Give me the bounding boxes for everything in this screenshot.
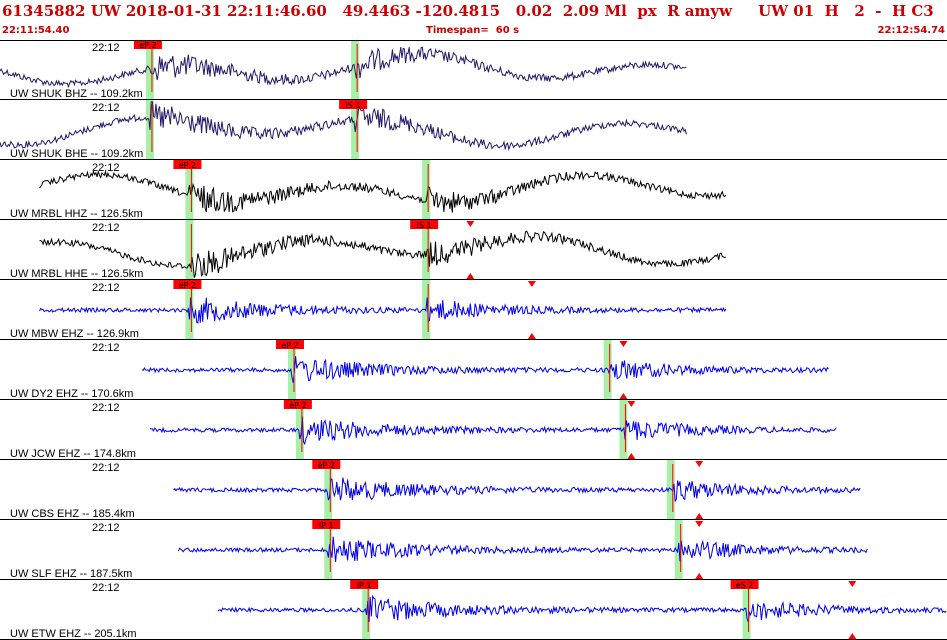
waveform-line: [39, 230, 727, 278]
pick-flag: [339, 100, 368, 109]
pick-label: eP 2: [139, 41, 156, 50]
arrival-marker: [695, 461, 704, 467]
pick-window: [324, 460, 333, 520]
trace-row: iS 1 22:12 UW MRBL HHE -- 126.5km: [0, 220, 947, 280]
arrival-marker: [695, 573, 704, 579]
pick-flag: [133, 40, 162, 49]
arrival-marker: [695, 521, 704, 527]
pick-flag: [312, 460, 341, 469]
pick-window: [287, 340, 296, 400]
pick-label: eP 2: [179, 281, 196, 290]
event-summary: 61345882 UW 2018-01-31 22:11:46.60 49.44…: [2, 2, 947, 20]
arrival-marker: [619, 341, 628, 347]
trace-row: eP 2 22:12 UW DY2 EHZ -- 170.6km: [0, 340, 947, 400]
trace-time-label: 22:12: [92, 102, 120, 114]
pick-flag: [275, 340, 304, 349]
pick-label: eP 2: [289, 401, 306, 410]
trace-time-label: 22:12: [92, 402, 120, 414]
pick-window: [185, 160, 194, 220]
trace-time-label: 22:12: [92, 342, 120, 354]
pick-window: [422, 160, 431, 220]
pick-label: eP 2: [318, 461, 335, 470]
waveform-line: [0, 46, 687, 89]
pick-label: iP 1: [319, 521, 334, 530]
trace-row: eP 2 22:12 UW CBS EHZ -- 185.4km: [0, 460, 947, 520]
pick-window: [145, 100, 154, 160]
trace-station-label: UW SHUK BHE -- 109.2km: [10, 148, 143, 160]
trace-time-label: 22:12: [92, 42, 120, 54]
waveform-line: [149, 416, 837, 446]
trace-time-label: 22:12: [92, 282, 120, 294]
trace-row: iP 1 22:12 UW SLF EHZ -- 187.5km: [0, 520, 947, 580]
pick-flag: [312, 520, 341, 529]
trace-station-label: UW MRBL HHE -- 126.5km: [10, 268, 143, 280]
trace-time-label: 22:12: [92, 522, 120, 534]
arrival-marker: [848, 633, 857, 639]
trace-station-label: UW CBS EHZ -- 185.4km: [10, 508, 135, 520]
pick-label: eS 2: [736, 581, 754, 590]
pick-flag: [173, 280, 202, 289]
pick-label: iS 1: [346, 101, 361, 110]
arrival-marker: [848, 581, 857, 587]
trace-station-label: UW SLF EHZ -- 187.5km: [10, 568, 132, 580]
waveform-line: [0, 101, 687, 152]
pick-window: [666, 460, 675, 520]
trace-row: iS 1 22:12 UW SHUK BHE -- 109.2km: [0, 100, 947, 160]
arrival-marker: [695, 513, 704, 519]
trace-station-label: UW ETW EHZ -- 205.1km: [10, 628, 137, 640]
event-header: 61345882 UW 2018-01-31 22:11:46.60 49.44…: [0, 0, 947, 40]
timespan-label: Timespan= 60 s: [426, 25, 520, 36]
pick-label: iS 1: [417, 221, 432, 230]
trace-station-label: UW MRBL HHZ -- 126.5km: [10, 208, 143, 220]
arrival-marker: [527, 333, 536, 339]
trace-row: eP 2 22:12 UW MRBL HHZ -- 126.5km: [0, 160, 947, 220]
waveform-line: [39, 297, 727, 324]
arrival-marker: [627, 401, 636, 407]
arrival-marker: [466, 273, 475, 279]
waveform-line: [39, 169, 727, 213]
pick-window: [295, 400, 304, 460]
trace-row: eP 2 22:12 UW MBW EHZ -- 126.9km: [0, 280, 947, 340]
pick-window: [619, 400, 628, 460]
waveform-line: [173, 477, 861, 502]
pick-window: [742, 580, 751, 640]
pick-flag: [730, 580, 759, 589]
start-time: 22:11:54.40: [2, 25, 70, 36]
trace-row: iP 1 eS 2 22:12 UW ETW EHZ -- 205.1km: [0, 580, 947, 640]
arrival-marker: [466, 221, 475, 227]
seismogram-plot: eP 2 22:12 UW SHUK BHZ -- 109.2km iS 1 22:12…: [0, 40, 947, 640]
pick-window: [185, 220, 194, 280]
pick-label: eP 2: [281, 341, 298, 350]
pick-flag: [283, 400, 312, 409]
trace-row: eP 2 22:12 UW SHUK BHZ -- 109.2km: [0, 40, 947, 100]
trace-time-label: 22:12: [92, 462, 120, 474]
pick-window: [422, 220, 431, 280]
pick-flag: [350, 580, 379, 589]
end-time: 22:12:54.74: [877, 25, 945, 36]
pick-window: [674, 520, 683, 580]
waveform-line: [177, 536, 868, 562]
pick-window: [324, 520, 333, 580]
trace-station-label: UW JCW EHZ -- 174.8km: [10, 448, 136, 460]
waveform-line: [217, 594, 947, 622]
pick-label: eP 2: [179, 161, 196, 170]
trace-station-label: UW MBW EHZ -- 126.9km: [10, 328, 139, 340]
waveform-line: [141, 356, 829, 383]
trace-time-label: 22:12: [92, 582, 120, 594]
pick-window: [185, 280, 194, 340]
trace-row: eP 2 22:12 UW JCW EHZ -- 174.8km: [0, 400, 947, 460]
arrival-marker: [619, 393, 628, 399]
trace-time-label: 22:12: [92, 222, 120, 234]
pick-flag: [410, 220, 439, 229]
pick-window: [362, 580, 371, 640]
pick-label: iP 1: [357, 581, 372, 590]
arrival-marker: [527, 281, 536, 287]
arrival-marker: [627, 453, 636, 459]
pick-flag: [173, 160, 202, 169]
trace-station-label: UW SHUK BHZ -- 109.2km: [10, 88, 143, 100]
trace-station-label: UW DY2 EHZ -- 170.6km: [10, 388, 133, 400]
trace-time-label: 22:12: [92, 162, 120, 174]
